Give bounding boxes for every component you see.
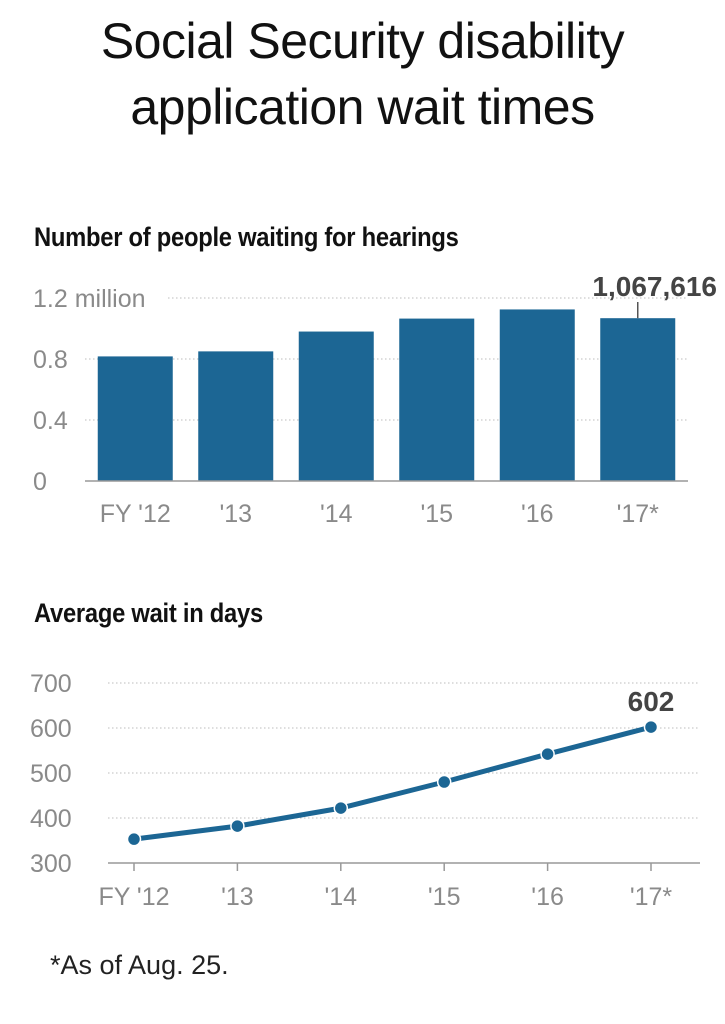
line-y-tick-label: 500	[30, 760, 72, 788]
bar	[600, 318, 676, 481]
bar-x-tick-label: '17*	[617, 500, 660, 528]
line-y-tick-label: 400	[30, 805, 72, 833]
line-x-tick-label: '16	[531, 883, 564, 911]
line-point	[126, 831, 142, 847]
bar-y-tick-label: 0.4	[33, 407, 68, 435]
bar-x-tick-label: '16	[521, 500, 554, 528]
bar-y-tick-label: 1.2 million	[33, 285, 146, 313]
bar-y-tick-label: 0	[33, 468, 47, 496]
line-point	[643, 719, 659, 735]
line-point	[436, 774, 452, 790]
bar-chart-title: Number of people waiting for hearings	[34, 222, 459, 252]
page-title: Social Security disability application w…	[100, 13, 625, 135]
bar	[198, 351, 274, 481]
line-point	[540, 746, 555, 762]
bar-annotation-label: 1,067,616	[592, 271, 717, 302]
line-x-tick-label: '15	[428, 883, 461, 911]
line-chart-title: Average wait in days	[34, 598, 263, 628]
line-annotation-label: 602	[628, 686, 675, 717]
bar-x-tick-label: '13	[219, 500, 252, 528]
line-x-tick-label: '13	[221, 883, 254, 911]
line-point	[230, 818, 245, 834]
footnote-text: *As of Aug. 25.	[50, 950, 229, 980]
line-x-tick-label: '14	[325, 883, 358, 911]
bar-x-tick-label: '15	[420, 500, 453, 528]
bar-x-tick-label: '14	[320, 500, 353, 528]
line-series	[131, 724, 654, 842]
bar	[399, 318, 475, 481]
line-y-tick-label: 600	[30, 715, 72, 743]
bar	[298, 331, 374, 481]
bar	[499, 309, 575, 481]
line-y-tick-label: 700	[30, 670, 72, 698]
line-x-tick-label: '17*	[630, 883, 673, 911]
bar-y-tick-label: 0.8	[33, 346, 68, 374]
footnote: *As of Aug. 25.	[50, 950, 229, 981]
line-y-tick-label: 300	[30, 850, 72, 878]
bar	[97, 356, 173, 481]
line-x-tick-label: FY '12	[98, 883, 169, 911]
line-point	[333, 800, 349, 816]
bar-x-tick-label: FY '12	[100, 500, 171, 528]
